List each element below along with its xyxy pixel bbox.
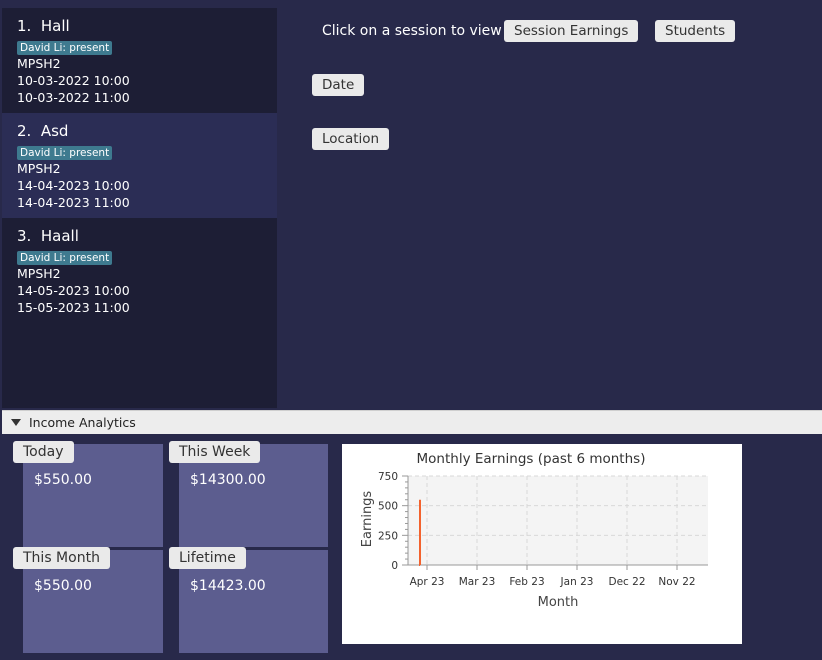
- x-tick-label: Feb 23: [509, 576, 544, 588]
- monthly-earnings-chart: Monthly Earnings (past 6 months) Earning…: [342, 444, 742, 644]
- today-value: $550.00: [34, 472, 92, 488]
- session-end: 10-03-2022 11:00: [17, 90, 130, 105]
- collapse-triangle-icon: [11, 419, 21, 426]
- session-location: MPSH2: [17, 161, 61, 176]
- this-month-value: $550.00: [34, 578, 92, 594]
- y-tick-label: 0: [391, 560, 398, 572]
- session-location: MPSH2: [17, 266, 61, 281]
- x-tick-label: Jan 23: [560, 576, 594, 588]
- session-item-3[interactable]: 3. Haall David Li: present MPSH2 14-05-2…: [2, 218, 277, 323]
- lifetime-value: $14423.00: [190, 578, 266, 594]
- x-tick-label: Nov 22: [658, 576, 695, 588]
- lifetime-label: Lifetime: [169, 547, 246, 569]
- students-button[interactable]: Students: [655, 20, 736, 42]
- attendance-tag: David Li: present: [17, 146, 113, 160]
- this-week-label: This Week: [169, 441, 261, 463]
- y-tick-label: 250: [378, 530, 398, 542]
- session-start: 10-03-2022 10:00: [17, 73, 130, 88]
- session-title: 1. Hall: [17, 17, 70, 35]
- details-prompt: Click on a session to view: [322, 23, 502, 39]
- session-item-2[interactable]: 2. Asd David Li: present MPSH2 14-04-202…: [2, 113, 277, 218]
- session-title: 3. Haall: [17, 227, 79, 245]
- attendance-tag: David Li: present: [17, 41, 113, 55]
- session-earnings-button[interactable]: Session Earnings: [504, 20, 639, 42]
- attendance-tag: David Li: present: [17, 251, 113, 265]
- this-week-value: $14300.00: [190, 472, 266, 488]
- this-month-label: This Month: [13, 547, 110, 569]
- x-tick-label: Dec 22: [608, 576, 645, 588]
- chart-y-axis-label: Earnings: [360, 491, 375, 548]
- plot-background: [408, 476, 708, 565]
- y-tick-label: 500: [378, 501, 398, 513]
- session-start: 14-05-2023 10:00: [17, 283, 130, 298]
- session-end: 15-05-2023 11:00: [17, 300, 130, 315]
- session-list: 1. Hall David Li: present MPSH2 10-03-20…: [2, 8, 277, 408]
- x-tick-label: Apr 23: [410, 576, 445, 588]
- session-location: MPSH2: [17, 56, 61, 71]
- session-item-1[interactable]: 1. Hall David Li: present MPSH2 10-03-20…: [2, 8, 277, 113]
- y-tick-label: 750: [378, 471, 398, 483]
- session-title: 2. Asd: [17, 122, 69, 140]
- chart-title: Monthly Earnings (past 6 months): [417, 451, 646, 467]
- chart-x-axis-label: Month: [538, 595, 579, 610]
- income-analytics-title: Income Analytics: [29, 415, 136, 430]
- session-end: 14-04-2023 11:00: [17, 195, 130, 210]
- date-label: Date: [312, 74, 365, 96]
- session-start: 14-04-2023 10:00: [17, 178, 130, 193]
- today-label: Today: [13, 441, 74, 463]
- income-analytics-toggle[interactable]: Income Analytics: [2, 410, 822, 435]
- location-label: Location: [312, 128, 390, 150]
- x-tick-label: Mar 23: [459, 576, 496, 588]
- chart-svg: Monthly Earnings (past 6 months) Earning…: [360, 451, 708, 610]
